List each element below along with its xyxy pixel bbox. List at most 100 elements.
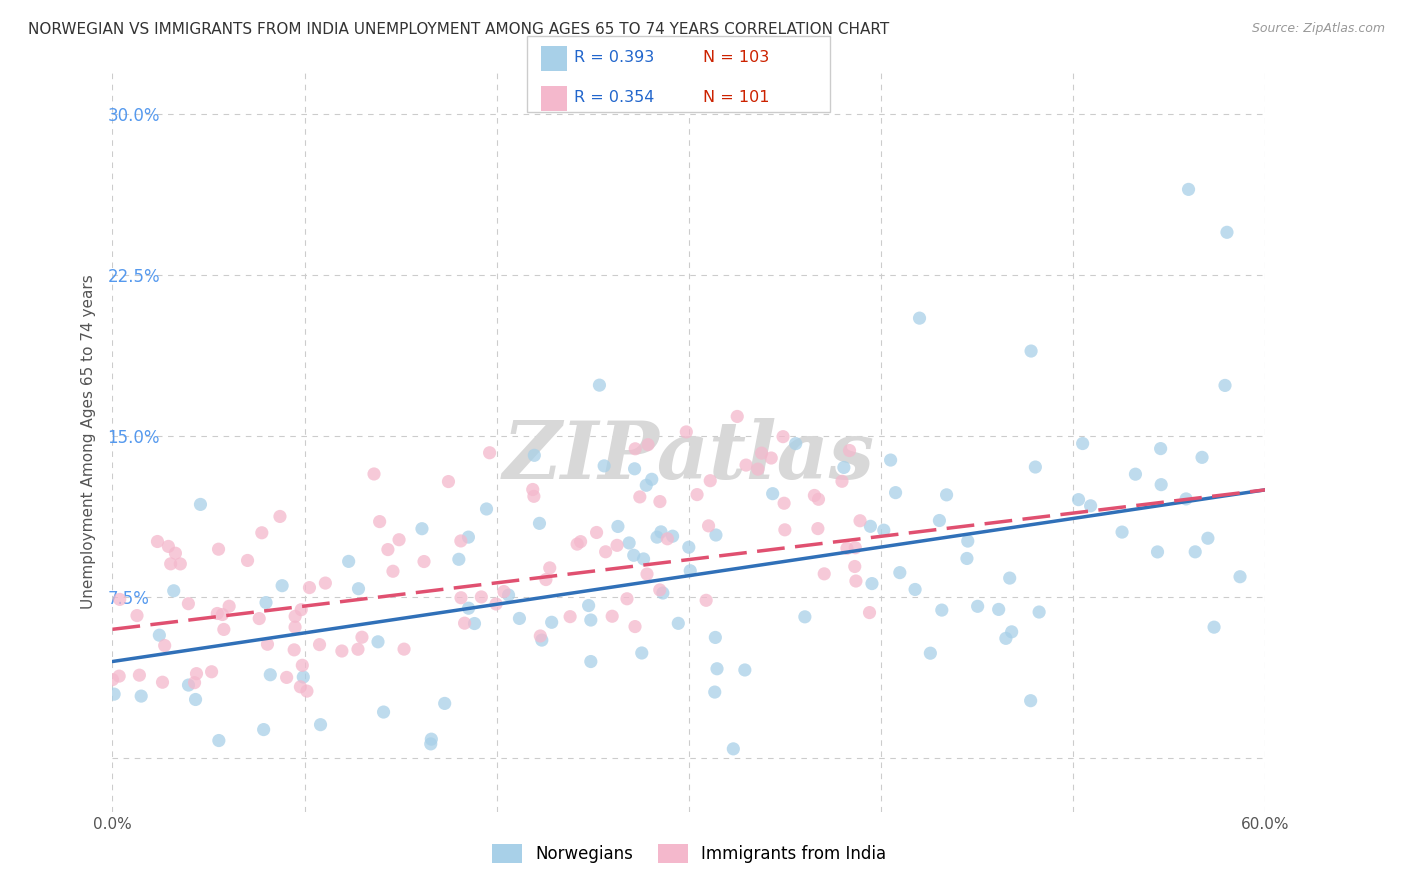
Point xyxy=(314,576,336,591)
Point xyxy=(186,666,208,681)
Point xyxy=(534,573,557,587)
Point xyxy=(254,596,277,610)
Point xyxy=(803,488,825,502)
Point xyxy=(666,616,689,631)
Point xyxy=(706,662,728,676)
Point xyxy=(463,616,485,631)
Point xyxy=(593,458,616,473)
Point xyxy=(1184,545,1206,559)
Point xyxy=(350,630,373,644)
Point xyxy=(165,546,187,560)
Point xyxy=(628,490,651,504)
Point xyxy=(1213,378,1236,392)
Point xyxy=(648,582,671,597)
Text: NORWEGIAN VS IMMIGRANTS FROM INDIA UNEMPLOYMENT AMONG AGES 65 TO 74 YEARS CORREL: NORWEGIAN VS IMMIGRANTS FROM INDIA UNEMP… xyxy=(28,22,890,37)
Point xyxy=(679,564,702,578)
Point xyxy=(419,737,441,751)
Point xyxy=(208,733,231,747)
Point xyxy=(931,603,953,617)
Point xyxy=(256,637,278,651)
Point xyxy=(169,557,191,571)
Point xyxy=(606,538,628,552)
Point xyxy=(651,586,673,600)
Point xyxy=(523,448,546,462)
Point xyxy=(734,663,756,677)
Point xyxy=(1125,467,1147,482)
Point xyxy=(298,581,321,595)
Point xyxy=(236,553,259,567)
Point xyxy=(450,591,472,605)
Point xyxy=(276,670,298,684)
Point xyxy=(858,606,880,620)
Point xyxy=(211,607,233,622)
Point xyxy=(1177,182,1199,196)
Point xyxy=(751,446,773,460)
Point xyxy=(309,717,332,731)
Point xyxy=(648,494,671,508)
Point xyxy=(697,519,720,533)
Point xyxy=(606,519,628,533)
Legend: Norwegians, Immigrants from India: Norwegians, Immigrants from India xyxy=(485,838,893,870)
Point xyxy=(723,742,745,756)
Point xyxy=(835,541,858,556)
Point xyxy=(457,601,479,615)
Point xyxy=(579,655,602,669)
Point xyxy=(529,516,551,531)
Point xyxy=(529,629,551,643)
Point xyxy=(271,579,294,593)
Point xyxy=(1197,531,1219,545)
Point xyxy=(630,646,652,660)
Point xyxy=(101,673,124,687)
Point xyxy=(152,675,174,690)
Point xyxy=(184,692,207,706)
Point xyxy=(337,554,360,568)
Point xyxy=(284,620,307,634)
Point xyxy=(1019,344,1042,359)
Point xyxy=(1067,492,1090,507)
Point xyxy=(704,631,727,645)
Point xyxy=(661,529,683,543)
Point xyxy=(295,684,318,698)
Point xyxy=(807,492,830,507)
Point xyxy=(772,430,794,444)
Point xyxy=(367,635,389,649)
Point xyxy=(838,443,860,458)
Point xyxy=(860,576,883,591)
Point xyxy=(177,597,200,611)
Point xyxy=(540,615,562,630)
Point xyxy=(190,497,212,511)
Point xyxy=(832,460,855,475)
Text: R = 0.393: R = 0.393 xyxy=(574,50,654,65)
Point xyxy=(347,582,370,596)
Point xyxy=(508,611,530,625)
Point xyxy=(530,633,553,648)
Point xyxy=(347,642,370,657)
Point xyxy=(392,642,415,657)
Point xyxy=(283,643,305,657)
Point xyxy=(704,528,727,542)
Point xyxy=(411,522,433,536)
Point xyxy=(108,669,131,683)
Point xyxy=(437,475,460,489)
Point xyxy=(1150,477,1173,491)
Point xyxy=(363,467,385,481)
Point xyxy=(935,488,957,502)
Point xyxy=(253,723,276,737)
Point xyxy=(478,446,501,460)
Point xyxy=(129,689,152,703)
Point xyxy=(1024,460,1046,475)
Point xyxy=(844,559,866,574)
Point xyxy=(633,552,655,566)
Point xyxy=(637,438,659,452)
Point xyxy=(218,599,240,614)
Point xyxy=(578,599,600,613)
Point xyxy=(859,519,882,533)
Point xyxy=(735,458,758,472)
Point xyxy=(725,409,748,424)
Point xyxy=(368,515,391,529)
Point xyxy=(177,678,200,692)
Point xyxy=(845,574,868,588)
Point xyxy=(1019,694,1042,708)
Point xyxy=(678,540,700,554)
Point xyxy=(747,462,769,476)
